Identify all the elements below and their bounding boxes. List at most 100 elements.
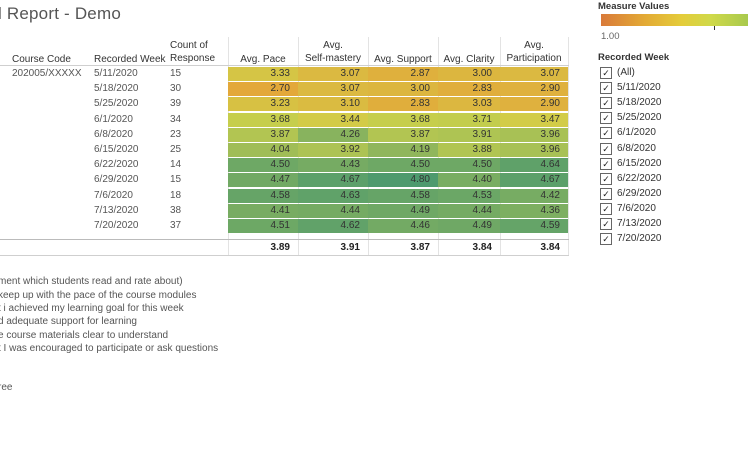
value-cell-participation[interactable]: 3.07 <box>500 67 568 81</box>
value-cell-mastery[interactable]: 4.62 <box>298 219 368 233</box>
filter-item-label: 6/1/2020 <box>617 127 656 139</box>
value-cell-support[interactable]: 4.80 <box>368 173 438 188</box>
table-row[interactable]: 6/22/2020 14 4.50 4.43 4.50 4.50 4.64 <box>0 158 570 173</box>
total-self-mastery: 3.91 <box>340 242 360 253</box>
value-cell-participation[interactable]: 4.36 <box>500 203 568 218</box>
value-cell-mastery[interactable]: 4.63 <box>298 188 368 203</box>
response-count-cell: 25 <box>170 144 182 155</box>
response-count-cell: 38 <box>170 204 182 216</box>
value-cell-mastery[interactable]: 3.44 <box>298 112 368 127</box>
note-line-7: ree <box>0 382 13 393</box>
value-cell-pace[interactable]: 4.41 <box>228 203 298 218</box>
value-cell-clarity[interactable]: 2.83 <box>438 82 500 97</box>
value-cell-pace[interactable]: 4.50 <box>228 158 298 173</box>
checkbox-icon[interactable]: ✓ <box>600 202 612 215</box>
value-cell-pace[interactable]: 2.70 <box>228 82 298 97</box>
value-cell-clarity[interactable]: 4.44 <box>438 203 500 218</box>
recorded-week-cell: 5/18/2020 <box>94 83 139 95</box>
value-cell-mastery[interactable]: 3.07 <box>298 82 368 97</box>
total-support: 3.87 <box>410 242 430 253</box>
value-cell-clarity[interactable]: 4.40 <box>438 173 500 188</box>
value-cell-clarity[interactable]: 3.91 <box>438 127 500 142</box>
recorded-week-cell: 5/25/2020 <box>94 98 139 110</box>
table-row[interactable]: 6/8/2020 23 3.87 4.26 3.87 3.91 3.96 <box>0 127 570 143</box>
value-cell-clarity[interactable]: 3.03 <box>438 97 500 112</box>
measure-values-min-label: 1.00 <box>601 31 620 42</box>
value-cell-support[interactable]: 2.87 <box>368 67 438 81</box>
value-cell-mastery[interactable]: 3.07 <box>298 67 368 81</box>
total-clarity: 3.84 <box>472 242 492 253</box>
value-cell-pace[interactable]: 3.68 <box>228 112 298 127</box>
value-cell-clarity[interactable]: 4.50 <box>438 158 500 173</box>
value-cell-pace[interactable]: 3.33 <box>228 67 298 81</box>
table-row[interactable]: 7/6/2020 18 4.58 4.63 4.58 4.53 4.42 <box>0 188 570 204</box>
value-cell-clarity[interactable]: 4.53 <box>438 188 500 203</box>
value-cell-pace[interactable]: 4.58 <box>228 188 298 203</box>
value-cell-support[interactable]: 3.00 <box>368 82 438 97</box>
col-header-course-code[interactable]: Course Code <box>12 54 71 65</box>
value-cell-pace[interactable]: 4.04 <box>228 143 298 157</box>
value-cell-pace[interactable]: 3.23 <box>228 97 298 112</box>
note-line-6: t I was encouraged to participate or ask… <box>0 343 219 354</box>
checkbox-icon[interactable]: ✓ <box>600 233 612 246</box>
value-cell-participation[interactable]: 4.42 <box>500 188 568 203</box>
value-cell-mastery[interactable]: 4.44 <box>298 203 368 218</box>
value-cell-support[interactable]: 4.58 <box>368 188 438 203</box>
col-header-self-mastery[interactable]: Avg. Self-mastery <box>298 39 368 65</box>
checkbox-icon[interactable]: ✓ <box>600 97 612 110</box>
value-cell-pace[interactable]: 4.51 <box>228 219 298 233</box>
value-cell-participation[interactable]: 3.96 <box>500 127 568 142</box>
value-cell-participation[interactable]: 3.96 <box>500 143 568 157</box>
col-header-count[interactable]: Count of Response <box>170 39 215 65</box>
checkbox-icon[interactable]: ✓ <box>600 187 612 200</box>
table-row[interactable]: 6/29/2020 15 4.47 4.67 4.80 4.40 4.67 <box>0 173 570 188</box>
checkbox-icon[interactable]: ✓ <box>600 112 612 125</box>
value-cell-participation[interactable]: 2.90 <box>500 82 568 97</box>
table-row[interactable]: 6/1/2020 34 3.68 3.44 3.68 3.71 3.47 <box>0 112 570 128</box>
value-cell-mastery[interactable]: 4.67 <box>298 173 368 188</box>
value-cell-clarity[interactable]: 4.49 <box>438 219 500 233</box>
table-row[interactable]: 7/13/2020 38 4.41 4.44 4.49 4.44 4.36 <box>0 203 570 219</box>
col-header-participation[interactable]: Avg. Participation <box>500 39 568 65</box>
checkbox-icon[interactable]: ✓ <box>600 127 612 140</box>
recorded-week-cell: 7/13/2020 <box>94 204 139 216</box>
table-row[interactable]: 7/20/2020 37 4.51 4.62 4.46 4.49 4.59 <box>0 219 570 234</box>
value-cell-participation[interactable]: 4.67 <box>500 173 568 188</box>
checkbox-icon[interactable]: ✓ <box>600 172 612 185</box>
value-cell-pace[interactable]: 4.47 <box>228 173 298 188</box>
value-cell-pace[interactable]: 3.87 <box>228 127 298 142</box>
value-cell-clarity[interactable]: 3.00 <box>438 67 500 81</box>
col-header-pace[interactable]: Avg. Pace <box>240 54 286 65</box>
value-cell-support[interactable]: 4.19 <box>368 143 438 157</box>
value-cell-support[interactable]: 4.50 <box>368 158 438 173</box>
value-cell-clarity[interactable]: 3.88 <box>438 143 500 157</box>
value-cell-support[interactable]: 3.68 <box>368 112 438 127</box>
table-row[interactable]: 5/25/2020 39 3.23 3.10 2.83 3.03 2.90 <box>0 97 570 112</box>
checkbox-icon[interactable]: ✓ <box>600 142 612 155</box>
value-cell-participation[interactable]: 4.59 <box>500 219 568 233</box>
checkbox-icon[interactable]: ✓ <box>600 218 612 230</box>
value-cell-participation[interactable]: 2.90 <box>500 97 568 112</box>
checkbox-icon[interactable]: ✓ <box>600 67 612 79</box>
table-bottom-border <box>0 255 569 256</box>
value-cell-support[interactable]: 2.83 <box>368 97 438 112</box>
value-cell-mastery[interactable]: 4.26 <box>298 127 368 142</box>
value-cell-participation[interactable]: 4.64 <box>500 158 568 173</box>
col-header-recorded-week[interactable]: Recorded Week <box>94 54 166 65</box>
value-cell-participation[interactable]: 3.47 <box>500 112 568 127</box>
table-row[interactable]: 5/18/2020 30 2.70 3.07 3.00 2.83 2.90 <box>0 82 570 97</box>
table-row[interactable]: 6/15/2020 25 4.04 3.92 4.19 3.88 3.96 <box>0 143 570 158</box>
value-cell-support[interactable]: 3.87 <box>368 127 438 142</box>
value-cell-support[interactable]: 4.46 <box>368 219 438 233</box>
col-header-clarity[interactable]: Avg. Clarity <box>443 54 495 65</box>
filter-item-label: (All) <box>617 67 635 78</box>
table-row[interactable]: 5/11/2020 15 3.33 3.07 2.87 3.00 3.07 <box>0 67 570 82</box>
value-cell-mastery[interactable]: 4.43 <box>298 158 368 173</box>
value-cell-mastery[interactable]: 3.10 <box>298 97 368 112</box>
col-header-support[interactable]: Avg. Support <box>374 54 432 65</box>
value-cell-mastery[interactable]: 3.92 <box>298 143 368 157</box>
value-cell-clarity[interactable]: 3.71 <box>438 112 500 127</box>
checkbox-icon[interactable]: ✓ <box>600 157 612 170</box>
value-cell-support[interactable]: 4.49 <box>368 203 438 218</box>
checkbox-icon[interactable]: ✓ <box>600 82 612 95</box>
